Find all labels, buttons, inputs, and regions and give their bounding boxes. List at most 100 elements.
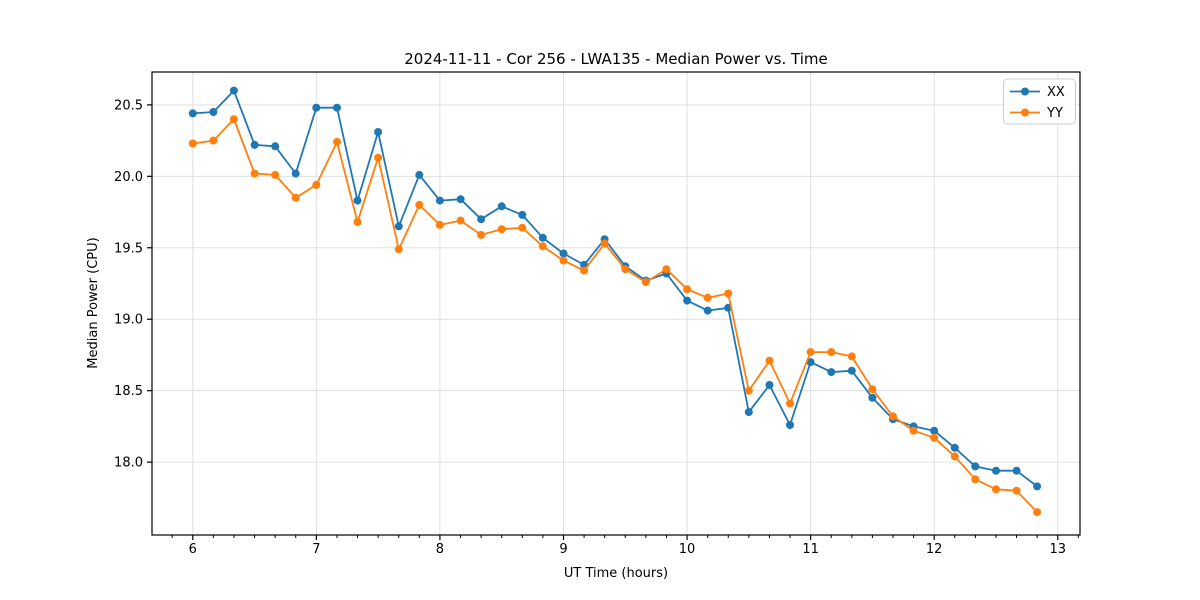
legend-marker-yy	[1021, 108, 1029, 117]
y-tick-label: 20.0	[114, 170, 143, 185]
data-point-yy	[950, 452, 959, 461]
y-tick-label: 18.0	[114, 456, 143, 471]
data-point-xx	[353, 196, 362, 205]
data-point-xx	[950, 443, 959, 452]
data-point-xx	[1012, 466, 1021, 475]
plot-border	[151, 71, 1081, 536]
data-point-xx	[538, 233, 547, 242]
data-point-yy	[600, 239, 609, 248]
legend-entries: XX YY	[1010, 85, 1065, 121]
data-point-xx	[518, 210, 527, 219]
data-point-yy	[930, 433, 939, 442]
x-tick-label: 13	[1049, 542, 1066, 557]
data-point-xx	[456, 195, 465, 204]
data-point-yy	[621, 265, 630, 274]
legend-label-xx: XX	[1047, 85, 1065, 100]
data-point-yy	[518, 223, 527, 232]
data-point-xx	[497, 202, 506, 211]
y-tick-label: 20.5	[114, 98, 143, 113]
data-point-xx	[703, 306, 712, 315]
data-point-xx	[415, 170, 424, 179]
x-tick-label: 8	[436, 542, 444, 557]
data-point-yy	[415, 200, 424, 209]
series-line-yy	[192, 118, 1038, 513]
data-point-xx	[209, 108, 218, 116]
data-point-yy	[765, 356, 774, 365]
data-point-yy	[786, 399, 794, 408]
x-tick-label: 12	[926, 542, 943, 557]
data-point-xx	[435, 196, 444, 205]
data-point-yy	[827, 348, 836, 357]
data-point-yy	[559, 256, 568, 265]
data-point-yy	[374, 153, 383, 162]
data-point-yy	[188, 139, 197, 148]
data-point-xx	[188, 109, 197, 118]
data-point-yy	[1012, 486, 1021, 495]
data-point-yy	[291, 193, 300, 202]
data-point-xx	[683, 296, 692, 305]
data-point-xx	[744, 408, 753, 417]
data-point-yy	[889, 412, 897, 421]
y-tick-label: 19.5	[114, 241, 143, 256]
grid-layer	[152, 72, 1080, 535]
data-point-yy	[271, 170, 280, 179]
data-point-xx	[786, 421, 794, 429]
y-tick-label: 19.0	[114, 313, 143, 328]
data-point-xx	[250, 140, 259, 149]
series-layer	[188, 86, 1042, 517]
data-point-yy	[477, 230, 486, 239]
data-point-xx	[971, 462, 980, 471]
data-point-yy	[538, 242, 547, 251]
data-point-xx	[827, 368, 836, 377]
x-tick-label: 11	[802, 542, 819, 557]
data-point-yy	[229, 115, 238, 124]
data-point-yy	[909, 426, 918, 435]
data-point-xx	[930, 426, 939, 435]
legend-label-yy: YY	[1046, 106, 1063, 121]
data-point-yy	[394, 245, 403, 254]
data-point-yy	[971, 475, 980, 484]
data-point-yy	[209, 136, 218, 145]
data-point-xx	[847, 366, 856, 375]
data-point-xx	[333, 103, 341, 112]
ticks-layer	[147, 104, 1079, 540]
data-point-yy	[992, 485, 1000, 494]
data-point-yy	[456, 216, 465, 225]
data-point-xx	[868, 393, 877, 402]
data-point-xx	[992, 466, 1000, 475]
data-point-xx	[229, 86, 238, 95]
data-point-yy	[497, 225, 506, 234]
data-point-yy	[847, 352, 856, 361]
data-point-yy	[1033, 508, 1042, 517]
data-point-yy	[683, 285, 692, 294]
x-tick-label: 10	[679, 542, 696, 557]
data-point-yy	[641, 278, 650, 287]
data-point-yy	[662, 265, 671, 274]
data-point-yy	[724, 289, 733, 298]
data-point-xx	[559, 249, 568, 258]
legend: XX YY	[1003, 78, 1076, 125]
data-point-xx	[312, 103, 321, 112]
data-point-xx	[806, 358, 815, 367]
legend-marker-xx	[1021, 87, 1029, 96]
data-point-yy	[580, 266, 589, 275]
x-tick-label: 9	[559, 542, 567, 557]
data-point-xx	[765, 381, 774, 389]
data-point-xx	[291, 169, 300, 178]
x-tick-label: 6	[189, 542, 197, 557]
data-point-xx	[394, 222, 403, 231]
data-point-yy	[250, 169, 259, 178]
data-point-yy	[806, 348, 815, 357]
data-point-xx	[1033, 482, 1042, 491]
data-point-yy	[435, 220, 444, 229]
data-point-xx	[374, 128, 383, 136]
data-point-xx	[271, 142, 280, 151]
x-tick-label: 7	[312, 542, 320, 557]
data-point-yy	[312, 180, 321, 189]
data-point-yy	[744, 386, 753, 395]
data-point-yy	[868, 385, 877, 394]
data-point-yy	[703, 293, 712, 302]
